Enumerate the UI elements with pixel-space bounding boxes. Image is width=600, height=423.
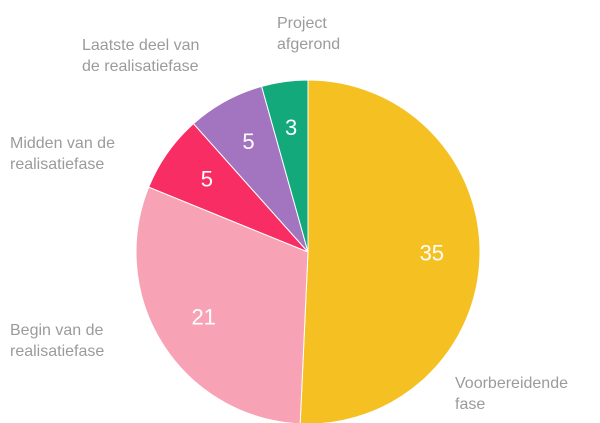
category-label: Voorbereidende fase [455,375,568,413]
category-label: Begin van de realisatiefase [10,322,105,360]
value-label: 35 [420,241,444,266]
pie-slice [260,79,309,253]
value-label: 21 [191,305,215,330]
category-label: Laatste deel van de realisatiefase [82,37,200,75]
category-label: Project afgerond [277,15,341,53]
value-label: 5 [242,129,254,154]
value-label: 5 [201,166,213,191]
pie-slice [135,186,309,423]
value-label: 3 [285,115,297,140]
category-label: Midden van de realisatiefase [10,135,115,173]
pie-slice [299,79,481,423]
